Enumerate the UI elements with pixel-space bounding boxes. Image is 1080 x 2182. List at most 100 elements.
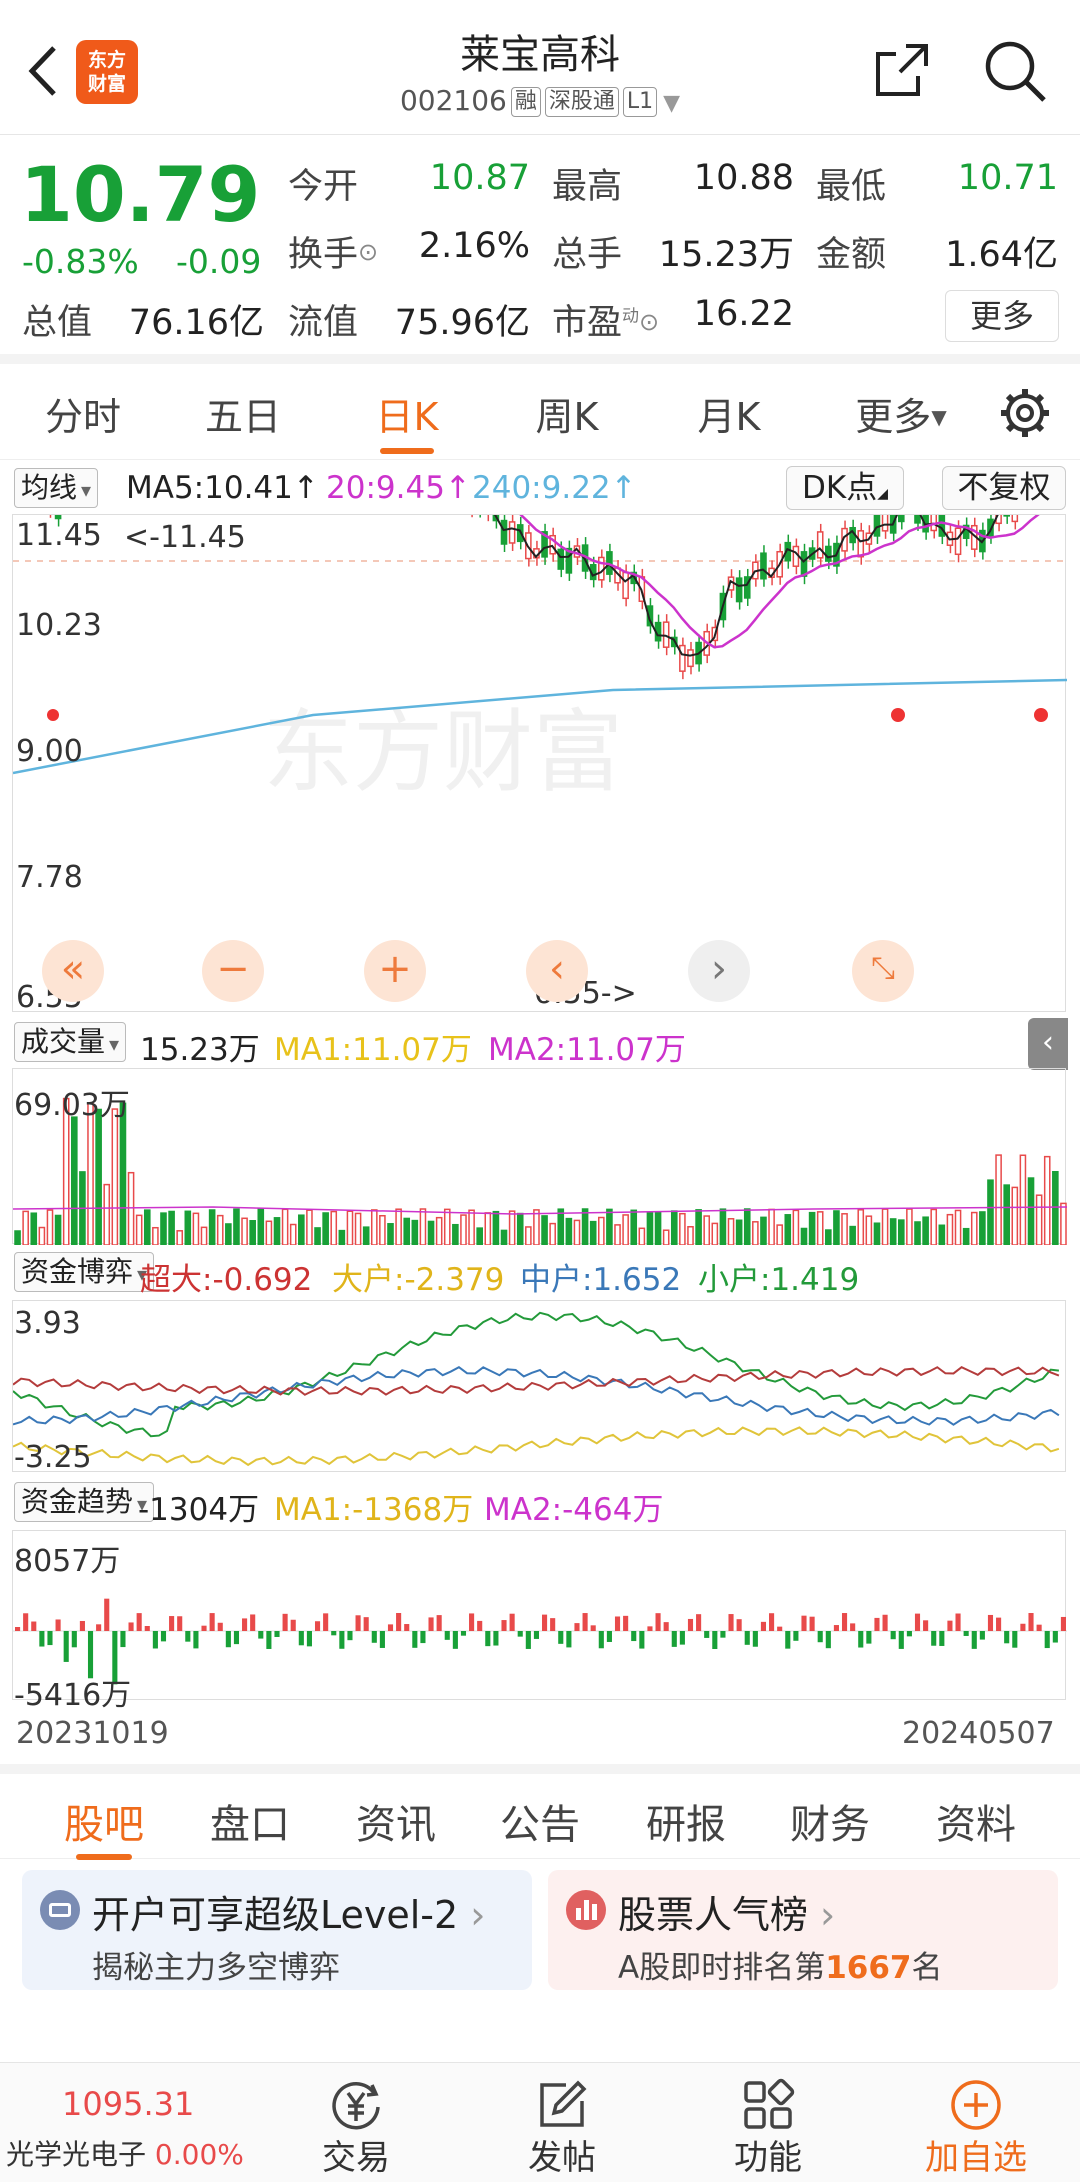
bottom-toolbar: 1095.31 光学光电子 0.00% 交易 发帖 功能 加自选 [0,2062,1080,2182]
volume-bar [338,1229,346,1246]
volume-bar [687,1226,694,1246]
volume-bar [306,1209,313,1246]
volume-bar [87,1102,94,1246]
fund-trend-bar [777,1626,783,1631]
fund-trend-bar [923,1620,929,1631]
fund-game-legend-row: 资金博弈 超大:-0.692 大户:-2.379 中户:1.652 小户:1.4… [0,1248,1080,1298]
scroll-right-button[interactable]: › [688,940,750,1002]
tab-news[interactable]: 资讯 [356,1802,436,1848]
volume-bar [516,1212,524,1246]
volume-bar [468,1209,475,1246]
post-button[interactable]: 发帖 [472,2063,652,2182]
tab-weekly-k[interactable]: 周K [535,395,599,439]
volume-dropdown[interactable]: 成交量 [14,1022,127,1062]
volume-bar [841,1213,848,1246]
zoom-in-button[interactable]: + [364,940,426,1002]
volume-bar [233,1208,240,1246]
level2-promo-card[interactable]: 开户可享超级Level-2 › 揭秘主力多空博弈 [22,1870,532,1990]
sector-index-widget[interactable]: 1095.31 光学光电子 0.00% [0,2063,244,2182]
info-icon[interactable]: ⊙ [358,238,379,266]
info-icon[interactable]: ⊙ [639,308,660,336]
volume-bar [1035,1194,1043,1246]
fund-trend-bar [87,1631,94,1679]
search-button[interactable] [982,38,1048,104]
fund-trend-bar [501,1620,507,1631]
fund-trend-bar [687,1618,694,1631]
fund-trend-bar [1004,1631,1010,1644]
tab-monthly-k[interactable]: 月K [697,395,761,439]
tab-research[interactable]: 研报 [646,1802,726,1848]
ma-dropdown[interactable]: 均线 [14,468,99,508]
candle-body [881,510,889,532]
fund-trend-bar [898,1631,904,1649]
grid-apps-icon [744,2078,795,2129]
fund-trend-bar [63,1631,69,1662]
popularity-rank-card[interactable]: 股票人气榜 › A股即时排名第1667名 [548,1870,1058,1990]
dk-point-button[interactable]: DK点◢ [786,466,904,510]
back-arrow-icon [28,46,56,96]
tab-intraday[interactable]: 分时 [44,395,121,439]
tab-more[interactable]: 更多▼ [855,395,947,439]
volume-bar [565,1217,573,1246]
fund-game-dropdown[interactable]: 资金博弈 [14,1252,155,1292]
fund-trend-dropdown[interactable]: 资金趋势 [14,1482,155,1522]
volume-bar [127,1171,135,1246]
fund-trend-ma1: MA1:-1368万 [274,1492,474,1528]
candle-body [897,495,905,523]
volume-bar [419,1208,427,1246]
volume-bar [54,1214,62,1246]
function-button[interactable]: 功能 [678,2063,858,2182]
volume-bar [370,1209,378,1246]
back-button[interactable] [18,38,68,104]
fund-trend-bar [266,1631,272,1649]
volume-bar [962,1227,970,1246]
fund-game-chart [12,1300,1066,1472]
scroll-fast-left-button[interactable]: « [42,940,104,1002]
connect-tag: 深股通 [544,87,619,117]
side-panel-toggle[interactable]: ‹ [1028,1018,1068,1070]
fund-trend-bar [517,1631,523,1637]
tab-finance[interactable]: 财务 [790,1802,870,1848]
volume-bar [630,1209,638,1246]
volume-bar [460,1214,467,1246]
stock-code: 002106 [399,84,507,117]
tab-five-day[interactable]: 五日 [204,395,281,439]
kline-chart[interactable]: 东方财富 [12,367,1068,1012]
trade-button[interactable]: 交易 [266,2063,446,2182]
tab-daily-k[interactable]: 日K [375,395,439,439]
sector-index-value: 1095.31 [62,2085,195,2123]
scroll-left-button[interactable]: ‹ [526,940,588,1002]
settings-button[interactable] [998,386,1052,440]
fund-trend-bar [906,1631,912,1637]
fund-trend-bar [955,1613,961,1631]
tab-pankou[interactable]: 盘口 [210,1802,290,1848]
volume-bar [646,1212,654,1246]
share-button[interactable] [872,40,932,100]
volume-bar [654,1211,662,1246]
tab-profile[interactable]: 资料 [936,1802,1016,1848]
fund-trend-bar [1020,1623,1026,1631]
volume-bar [314,1227,321,1246]
tab-announcements[interactable]: 公告 [500,1802,580,1848]
fund-trend-bar [817,1631,823,1643]
adjust-mode-button[interactable]: 不复权 [942,466,1066,510]
plus-icon: + [378,946,412,992]
fund-trend-bar [1028,1613,1034,1631]
volume-bar [987,1179,994,1246]
fund-trend-bar [428,1617,434,1631]
fund-trend-bar [55,1619,61,1631]
volume-bar [670,1210,678,1246]
high-label: 最高 [552,167,623,207]
candle-body [954,527,962,556]
card-title: 开户可享超级Level-2 › [92,1893,486,1937]
search-icon [985,41,1046,102]
tab-guba[interactable]: 股吧 [64,1802,144,1848]
market-cap-label: 总值 [22,303,93,343]
y-axis-label: 7.78 [16,860,83,895]
chevron-down-icon[interactable]: ▼ [663,91,681,116]
fund-trend-bar [655,1613,661,1631]
more-quote-button[interactable]: 更多 [945,290,1059,342]
add-watchlist-button[interactable]: 加自选 [886,2063,1066,2182]
zoom-out-button[interactable]: − [202,940,264,1002]
fullscreen-button[interactable]: ⤡ [852,940,914,1002]
